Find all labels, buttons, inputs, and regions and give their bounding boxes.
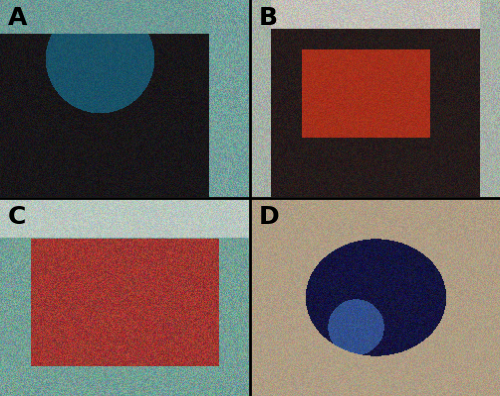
Text: B: B [258,6,278,30]
Text: A: A [8,6,27,30]
Text: D: D [258,205,279,229]
Text: C: C [8,205,26,229]
